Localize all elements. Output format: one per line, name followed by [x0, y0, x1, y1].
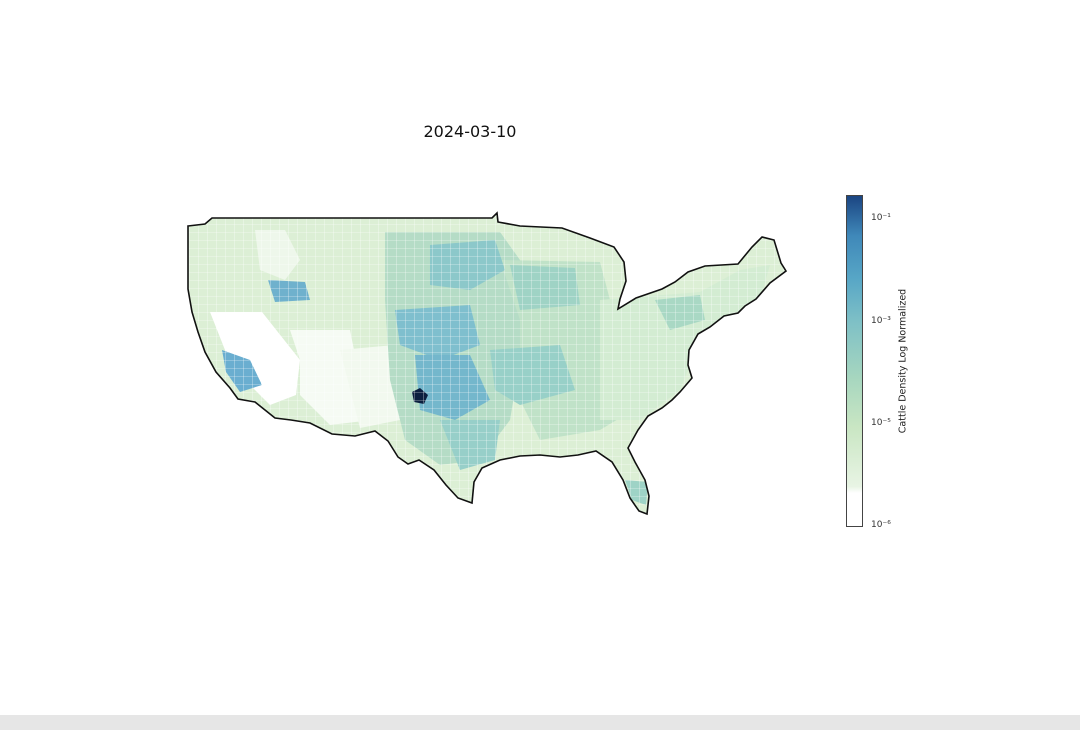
colorbar-tick-1: 10⁻¹	[871, 213, 891, 223]
colorbar-tick-3: 10⁻⁵	[871, 418, 891, 428]
colorbar-label: Cattle Density Log Normalized	[897, 288, 909, 434]
colorbar-tick-2: 10⁻³	[871, 316, 891, 326]
colorbar-tick-4: 10⁻⁶	[871, 520, 891, 530]
colorbar	[846, 195, 863, 527]
bottom-scroll-bar	[0, 715, 1080, 730]
colorbar-gradient	[847, 196, 862, 526]
map-title: 2024-03-10	[423, 122, 517, 141]
county-layer	[188, 213, 786, 514]
